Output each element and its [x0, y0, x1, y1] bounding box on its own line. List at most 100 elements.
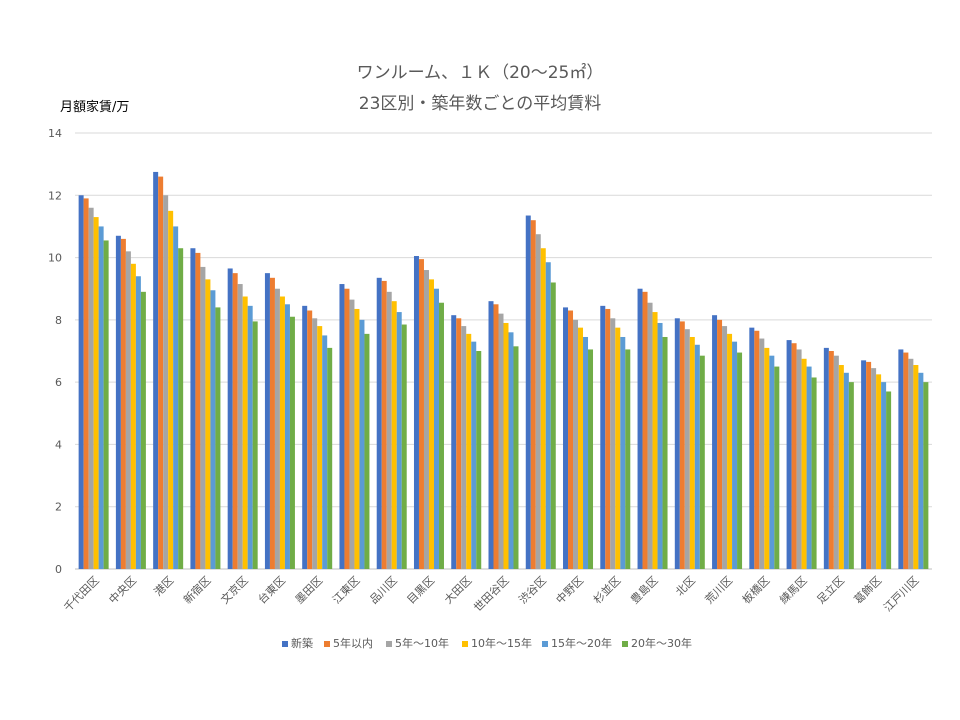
bar: [610, 318, 616, 569]
x-tick-label: 港区: [152, 574, 177, 599]
legend-swatch: [542, 641, 548, 647]
x-tick-label: 北区: [673, 574, 698, 599]
bar: [252, 321, 258, 569]
bar: [637, 288, 643, 569]
bar: [550, 282, 556, 569]
bar: [625, 349, 631, 569]
bar: [98, 226, 104, 569]
x-tick-label: 品川区: [367, 574, 400, 607]
y-tick-label: 6: [55, 376, 62, 389]
bar: [843, 372, 849, 569]
bar: [699, 355, 705, 569]
bar: [396, 312, 402, 569]
bar: [684, 329, 690, 569]
bar: [158, 176, 164, 569]
x-tick-label: 台東区: [255, 573, 288, 606]
bar: [620, 336, 626, 569]
bar: [364, 333, 370, 569]
y-tick-label: 10: [48, 252, 62, 265]
bar: [237, 284, 243, 569]
bar: [178, 248, 184, 569]
bar: [103, 240, 109, 569]
x-tick-label: 千代田区: [61, 574, 101, 614]
bar: [662, 336, 668, 569]
legend-label: 5年以内: [333, 636, 373, 650]
chart-title: ワンルーム、１Ｋ（20～25㎡）: [356, 63, 604, 83]
bar: [898, 349, 904, 569]
bar: [344, 288, 350, 569]
bar: [488, 301, 494, 569]
bar: [93, 217, 99, 570]
x-tick-label: 荒川区: [703, 574, 736, 607]
x-tick-label: 新宿区: [180, 573, 213, 606]
bar: [215, 307, 221, 569]
x-tick-label: 墨田区: [293, 574, 326, 607]
bar: [679, 321, 685, 569]
bar: [264, 273, 270, 569]
legend-label: 新築: [291, 636, 313, 650]
y-tick-label: 12: [48, 189, 62, 202]
bar: [774, 366, 780, 569]
bar: [327, 347, 333, 569]
bar: [312, 318, 318, 569]
bar: [83, 198, 89, 569]
bar: [791, 343, 797, 569]
bar: [712, 315, 718, 569]
bar: [866, 361, 872, 569]
bar: [428, 279, 434, 569]
bar: [796, 349, 802, 569]
bar: [195, 252, 201, 569]
bar: [568, 310, 574, 569]
bar: [786, 340, 792, 569]
y-tick-label: 2: [55, 501, 62, 514]
bar: [828, 351, 834, 569]
bar: [647, 302, 653, 569]
bar: [923, 382, 929, 569]
bar: [386, 291, 392, 569]
x-tick-label: 板橋区: [739, 573, 772, 606]
bar: [317, 326, 323, 569]
bar: [615, 327, 621, 569]
bar: [456, 318, 462, 569]
bar: [823, 347, 829, 569]
bar: [493, 304, 499, 569]
bar: [163, 195, 169, 570]
bar: [279, 296, 285, 569]
bars: [78, 171, 929, 570]
bar: [115, 235, 121, 569]
x-tick-label: 葛飾区: [852, 574, 885, 607]
bar: [508, 332, 514, 569]
bar: [476, 351, 482, 569]
legend-swatch: [386, 641, 392, 647]
bar: [451, 315, 457, 569]
x-tick-label: 世田谷区: [471, 574, 511, 614]
bar: [861, 360, 867, 569]
bar: [307, 310, 313, 569]
bar: [153, 171, 159, 569]
bar: [438, 302, 444, 569]
x-tick-label: 文京区: [218, 573, 251, 606]
bar: [227, 268, 233, 569]
bar: [339, 284, 345, 569]
bar: [466, 333, 472, 569]
bar: [302, 305, 308, 569]
bar: [232, 273, 238, 569]
bar: [881, 382, 887, 569]
bar: [833, 355, 839, 569]
bar: [381, 280, 387, 569]
bar: [413, 256, 419, 569]
bar: [78, 195, 84, 570]
chart-subtitle: 23区別・築年数ごとの平均賃料: [358, 94, 602, 114]
y-tick-label: 4: [55, 438, 62, 451]
bar: [871, 368, 877, 569]
bar: [242, 296, 248, 569]
bar: [205, 279, 211, 569]
bar: [418, 259, 424, 569]
bar: [471, 341, 477, 569]
bar: [732, 341, 738, 569]
x-tick-label: 足立区: [814, 573, 847, 606]
bar: [908, 358, 914, 569]
bar: [433, 288, 439, 569]
